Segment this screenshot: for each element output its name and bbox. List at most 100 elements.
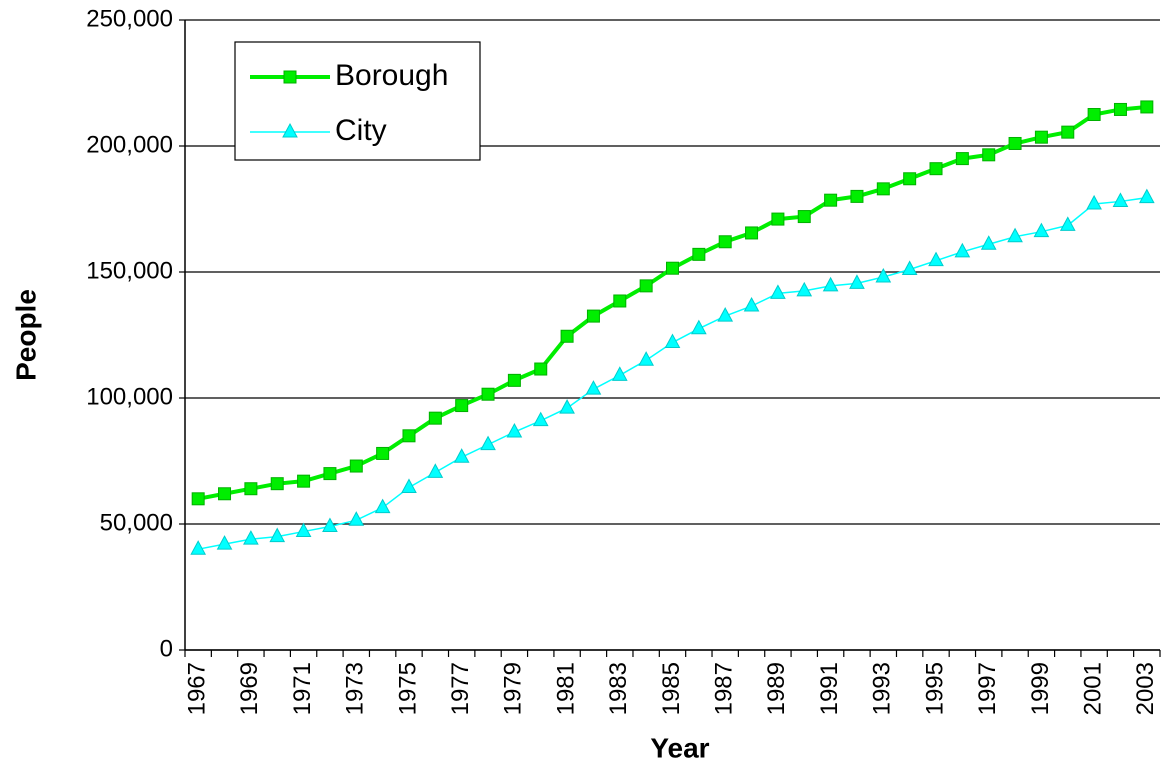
marker [295, 522, 312, 538]
marker [270, 477, 284, 491]
marker [1061, 125, 1075, 139]
marker [190, 540, 207, 555]
y-tick-label: 150,000 [86, 257, 173, 284]
marker [982, 148, 996, 162]
marker [850, 189, 864, 203]
marker [507, 373, 521, 387]
marker [980, 235, 997, 250]
marker [771, 212, 785, 226]
marker [638, 351, 654, 366]
marker [611, 366, 628, 381]
marker [481, 387, 495, 401]
marker [955, 152, 969, 166]
x-tick-label: 1997 [974, 662, 1001, 715]
marker [559, 399, 575, 414]
marker [586, 309, 600, 323]
marker [666, 261, 679, 275]
marker [1140, 100, 1154, 114]
marker [796, 281, 813, 297]
marker [348, 511, 365, 526]
x-tick-label: 1967 [184, 662, 211, 715]
series-line [198, 196, 1147, 550]
marker [691, 319, 707, 335]
y-tick-label: 250,000 [86, 5, 173, 32]
x-tick-label: 1999 [1027, 662, 1054, 715]
marker [244, 482, 258, 496]
marker [283, 70, 297, 84]
x-tick-label: 1975 [394, 662, 421, 715]
series-line [197, 104, 1148, 501]
marker [876, 182, 890, 196]
x-tick-label: 1981 [552, 662, 579, 715]
x-tick-label: 1991 [816, 662, 843, 715]
marker [1008, 136, 1022, 150]
marker [1033, 222, 1050, 238]
marker [349, 459, 363, 473]
marker [875, 267, 892, 283]
x-tick-label: 1993 [869, 662, 896, 715]
marker [269, 527, 286, 543]
marker [374, 498, 391, 514]
x-tick-label: 1995 [921, 662, 948, 715]
marker [718, 235, 732, 249]
marker [1112, 192, 1129, 207]
marker [745, 226, 759, 240]
marker [929, 162, 943, 176]
x-tick-label: 1979 [500, 662, 527, 715]
y-tick-label: 100,000 [86, 383, 173, 410]
marker [903, 172, 917, 186]
marker [243, 530, 259, 545]
marker [1113, 102, 1127, 116]
marker [824, 193, 838, 207]
marker [1087, 108, 1101, 121]
marker [822, 276, 839, 292]
y-tick-label: 50,000 [100, 509, 173, 536]
y-axis-title: People [10, 289, 41, 381]
marker [928, 251, 944, 267]
marker [322, 517, 338, 533]
marker [664, 333, 681, 349]
marker [282, 122, 298, 138]
marker [954, 242, 971, 258]
y-tick-label: 0 [160, 635, 173, 662]
marker [453, 448, 470, 463]
marker [534, 362, 548, 376]
marker [297, 474, 311, 488]
marker [1059, 216, 1076, 231]
marker [849, 274, 865, 289]
legend: Borough City [234, 41, 481, 161]
marker [216, 535, 233, 550]
x-tick-label: 1987 [711, 662, 738, 715]
marker [613, 294, 627, 308]
marker [639, 279, 653, 293]
marker [717, 307, 734, 322]
marker [1034, 130, 1048, 144]
legend-label: Borough [335, 59, 448, 92]
marker [506, 422, 523, 438]
marker [901, 260, 918, 275]
x-tick-label: 1969 [236, 662, 263, 715]
legend-box [234, 41, 481, 161]
x-tick-label: 2001 [1079, 662, 1106, 715]
marker [1138, 188, 1155, 204]
marker [743, 296, 760, 312]
marker [428, 411, 442, 425]
x-tick-label: 1977 [447, 662, 474, 715]
marker [401, 478, 417, 493]
marker [191, 492, 205, 506]
x-tick-label: 1985 [658, 662, 685, 715]
marker [692, 247, 706, 261]
marker [585, 380, 602, 395]
marker [480, 435, 496, 451]
marker [323, 467, 337, 481]
x-tick-label: 1971 [289, 662, 316, 715]
marker [1007, 227, 1023, 243]
marker [770, 284, 786, 299]
y-tick-label: 200,000 [86, 131, 173, 158]
marker [1086, 194, 1102, 210]
legend-label: City [335, 114, 387, 147]
x-tick-label: 1989 [763, 662, 790, 715]
x-tick-label: 1973 [342, 662, 369, 715]
marker [532, 411, 549, 427]
